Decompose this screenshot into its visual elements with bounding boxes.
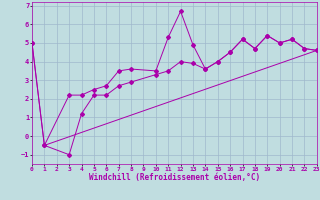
- X-axis label: Windchill (Refroidissement éolien,°C): Windchill (Refroidissement éolien,°C): [89, 173, 260, 182]
